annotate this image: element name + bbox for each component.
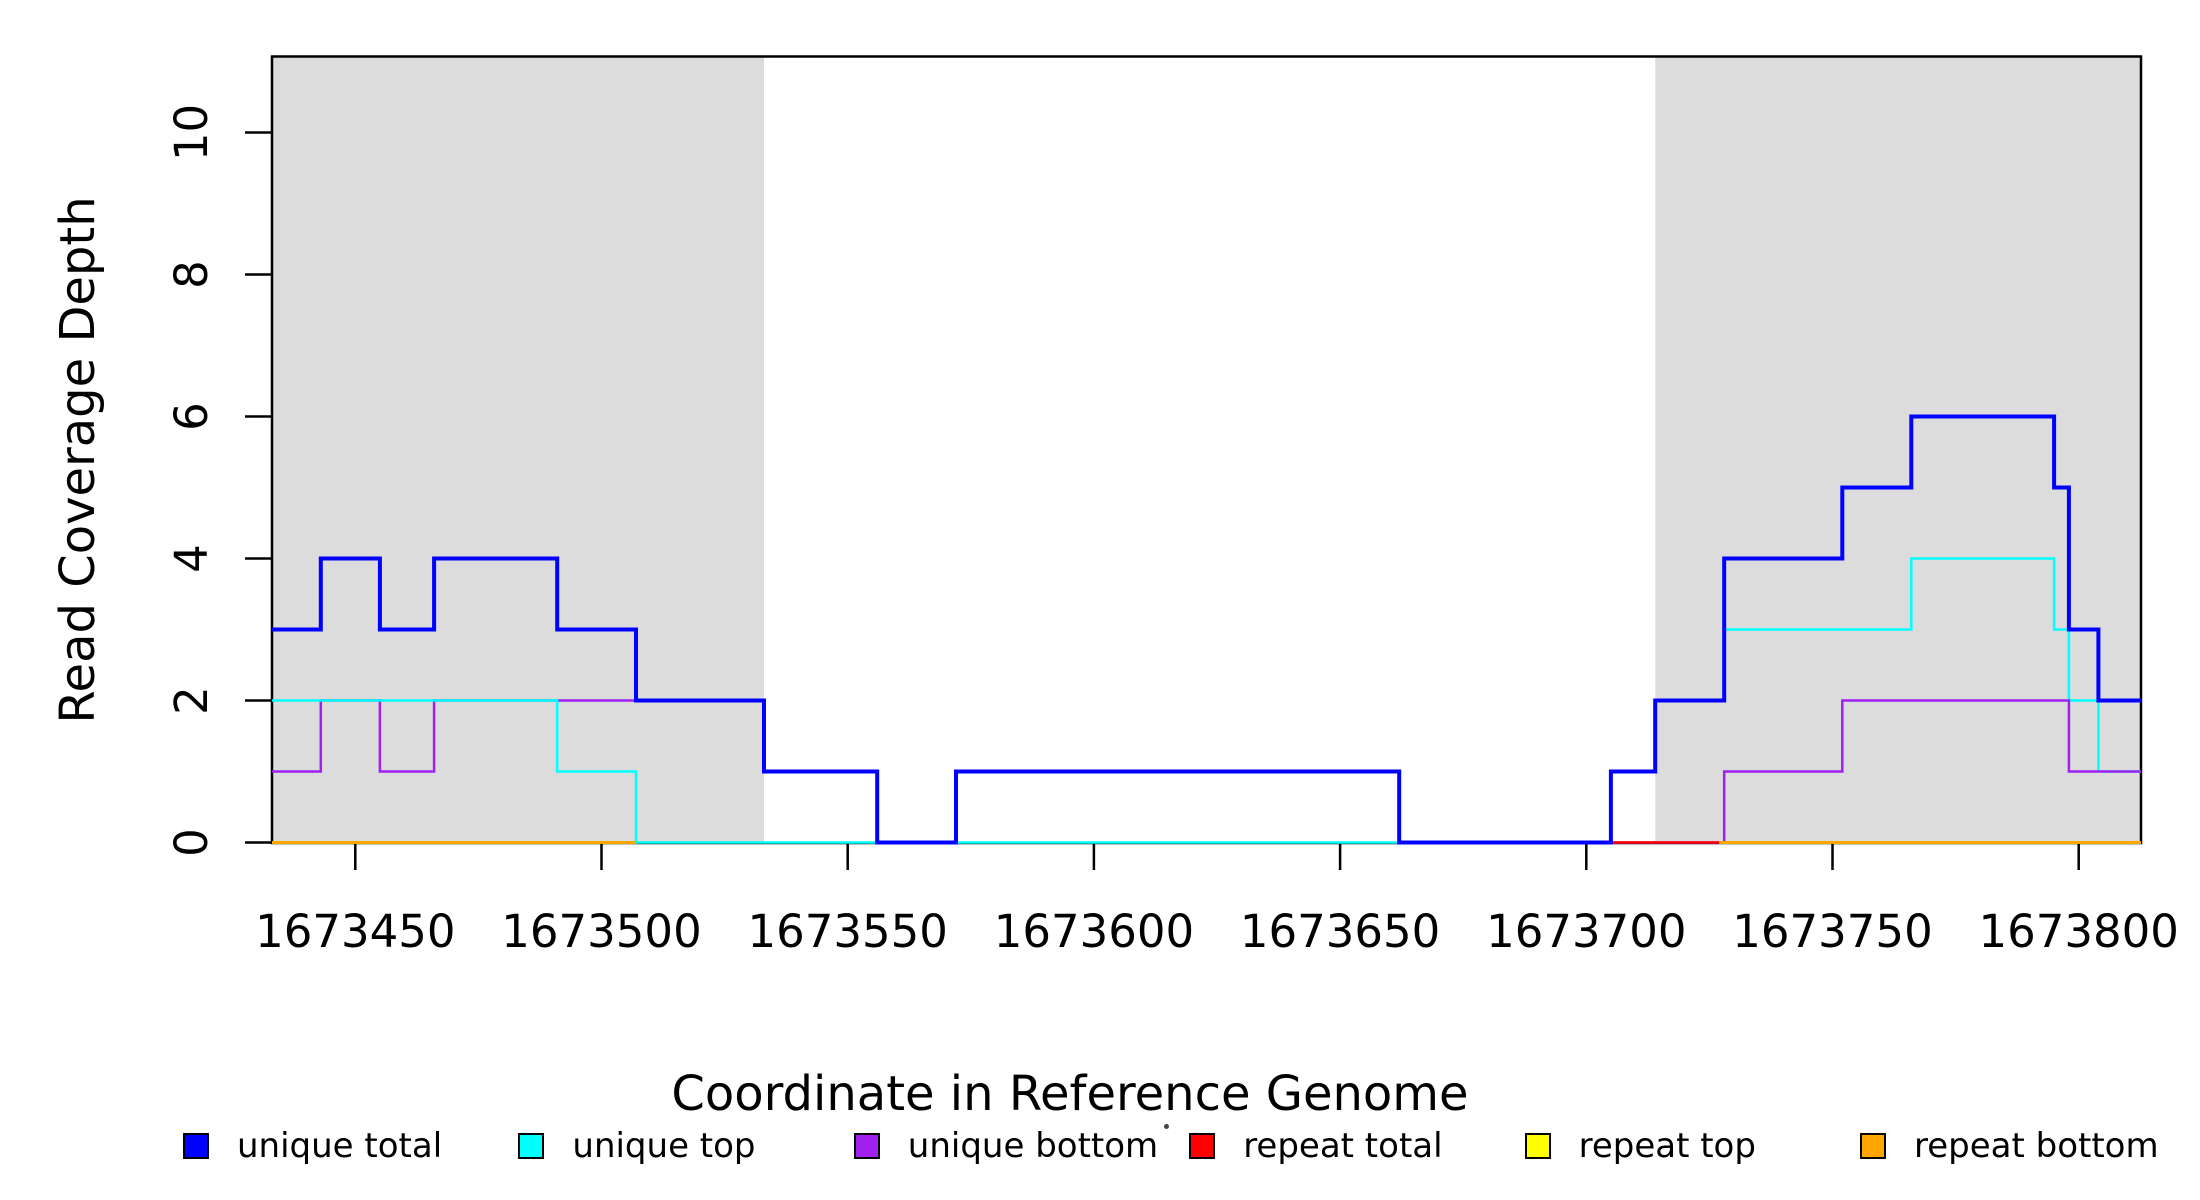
legend-label: repeat top [1578, 1126, 1756, 1166]
legend-item-unique-bottom: unique bottom [853, 1126, 1159, 1166]
y-tick-label: 2 [165, 686, 218, 715]
x-tick-label: 1673600 [994, 905, 1194, 958]
series-unique-total [272, 414, 2141, 845]
legend-item-repeat-top: repeat top [1524, 1126, 1756, 1166]
repeat-region-right [1655, 56, 2141, 843]
legend-swatch-repeat-total [1189, 1133, 1216, 1159]
y-tick-label: 8 [165, 260, 218, 289]
legend-swatch-repeat-top [1524, 1133, 1551, 1159]
y-tick-label: 0 [165, 828, 218, 857]
legend-item-repeat-bottom: repeat bottom [1860, 1128, 2159, 1164]
x-tick-label: 1673450 [255, 905, 455, 958]
x-tick-label: 1673500 [501, 905, 701, 958]
x-tick-label: 1673750 [1732, 905, 1932, 958]
legend-item-repeat-total: repeat total [1189, 1126, 1443, 1166]
x-tick-label: 1673650 [1240, 905, 1440, 958]
x-axis-title: Coordinate in Reference Genome [671, 1066, 1469, 1122]
legend-swatch-unique-bottom [853, 1133, 880, 1159]
legend-label: unique bottom [907, 1126, 1159, 1166]
legend-swatch-unique-top [518, 1133, 545, 1159]
legend-label: unique total [237, 1126, 443, 1166]
legend-artifact-dot [1164, 1124, 1169, 1129]
legend-label: repeat total [1243, 1126, 1443, 1166]
legend-swatch-unique-total [183, 1133, 209, 1159]
x-tick-label: 1673800 [1978, 905, 2178, 958]
legend-swatch-repeat-bottom [1860, 1133, 1886, 1159]
legend-label: unique top [572, 1126, 756, 1166]
legend-label: repeat bottom [1914, 1126, 2159, 1166]
x-tick-label: 1673550 [747, 905, 947, 958]
legend-item-unique-total: unique total [183, 1128, 442, 1164]
y-tick-label: 10 [165, 104, 218, 161]
legend-item-unique-top: unique top [518, 1126, 756, 1166]
y-tick-label: 6 [165, 402, 218, 431]
y-axis-title: Read Coverage Depth [50, 196, 106, 724]
repeat-region-left [272, 56, 764, 843]
x-tick-label: 1673700 [1486, 905, 1686, 958]
y-tick-label: 4 [165, 544, 218, 573]
